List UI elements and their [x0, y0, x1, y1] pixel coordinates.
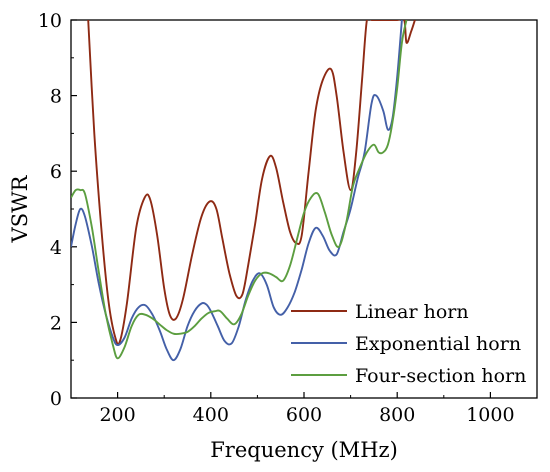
- y-axis-title: VSWR: [8, 174, 32, 243]
- legend-label-linear-horn: Linear horn: [355, 301, 469, 323]
- y-tick-label: 8: [50, 86, 62, 108]
- y-tick-label: 10: [38, 10, 62, 32]
- legend: Linear horn Exponential horn Four-section …: [291, 301, 526, 387]
- legend-label-exponential-horn: Exponential horn: [355, 333, 521, 355]
- y-tick-label: 6: [50, 161, 62, 183]
- series-line-four-section-horn: [71, 20, 408, 360]
- x-tick-label: 600: [286, 404, 322, 426]
- series-line-linear-horn: [87, 20, 416, 346]
- x-axis-title: Frequency (MHz): [210, 438, 398, 462]
- y-tick-label: 0: [50, 388, 62, 410]
- x-axis-ticks: 200 400 600 800 1000: [70, 392, 538, 426]
- y-axis-ticks: 0 2 4 6 8 10: [38, 10, 77, 410]
- x-tick-label: 1000: [466, 404, 514, 426]
- x-tick-label: 800: [379, 404, 415, 426]
- y-tick-label: 2: [50, 312, 62, 334]
- x-tick-label: 400: [193, 404, 229, 426]
- series-lines: [71, 20, 416, 362]
- y-tick-label: 4: [50, 237, 62, 259]
- x-tick-label: 200: [99, 404, 135, 426]
- series-line-exponential-horn: [71, 20, 403, 362]
- legend-label-four-section-horn: Four-section horn: [355, 365, 526, 387]
